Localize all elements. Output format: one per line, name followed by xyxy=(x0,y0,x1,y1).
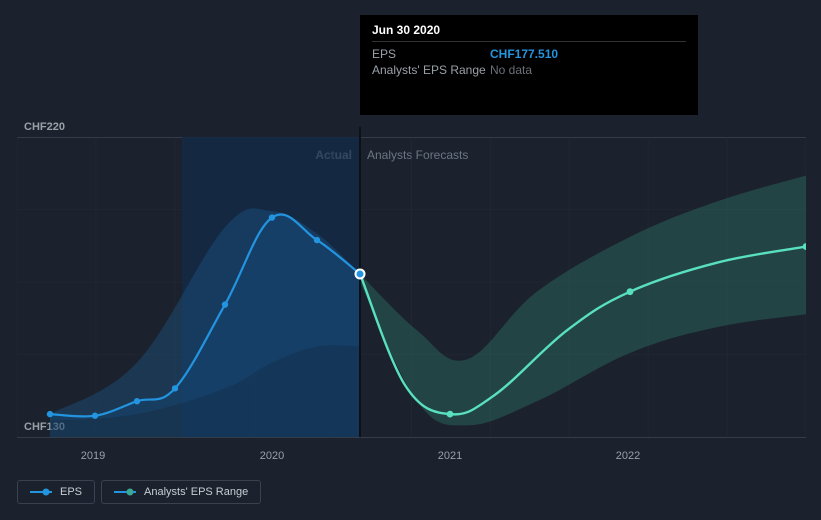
legend-swatch-line-icon xyxy=(30,487,52,497)
legend: EPS Analysts' EPS Range xyxy=(17,480,261,504)
tooltip-row-range: Analysts' EPS Range No data xyxy=(372,62,686,78)
legend-item-range[interactable]: Analysts' EPS Range xyxy=(101,480,261,504)
gridline-bottom xyxy=(17,437,806,438)
tooltip-value: CHF177.510 xyxy=(490,47,558,61)
legend-label: EPS xyxy=(60,486,82,498)
x-label-2022: 2022 xyxy=(616,450,640,462)
legend-label: Analysts' EPS Range xyxy=(144,486,248,498)
legend-swatch-range-icon xyxy=(114,487,136,497)
legend-item-eps[interactable]: EPS xyxy=(17,480,95,504)
x-label-2019: 2019 xyxy=(81,450,105,462)
tooltip-label: Analysts' EPS Range xyxy=(372,63,490,77)
tooltip-value: No data xyxy=(490,63,532,77)
tooltip-row-eps: EPS CHF177.510 xyxy=(372,46,686,62)
tooltip-label: EPS xyxy=(372,47,490,61)
tooltip: Jun 30 2020 EPS CHF177.510 Analysts' EPS… xyxy=(360,15,698,115)
chart-svg xyxy=(17,127,806,437)
x-label-2020: 2020 xyxy=(260,450,284,462)
chart-area[interactable] xyxy=(17,127,806,437)
x-label-2021: 2021 xyxy=(438,450,462,462)
tooltip-date: Jun 30 2020 xyxy=(372,23,686,42)
